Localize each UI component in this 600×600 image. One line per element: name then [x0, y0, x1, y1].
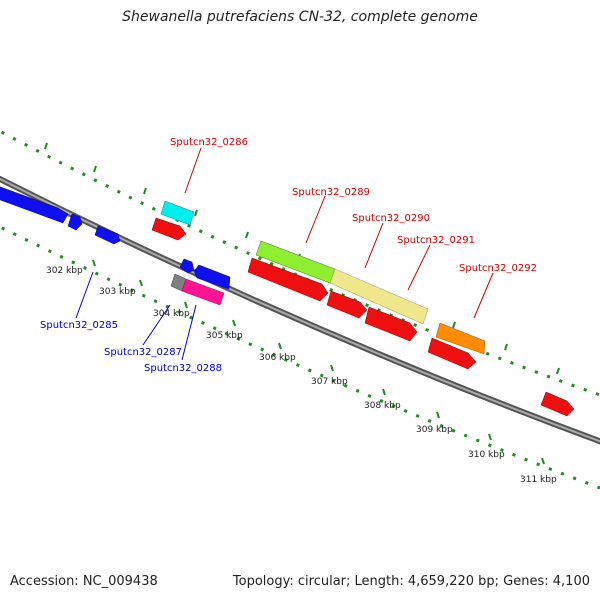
- tick-label-311: 311 kbp: [520, 475, 557, 485]
- tick-label-306: 306 kbp: [259, 353, 296, 363]
- gene-label-0285[interactable]: Sputcn32_0285: [40, 320, 118, 331]
- inner-tick-ring: [0, 225, 600, 490]
- gene-arrow-0293-red[interactable]: [540, 391, 575, 417]
- gene-arrow-0289-red[interactable]: [247, 257, 329, 302]
- leader-line-0288: [181, 304, 197, 361]
- accession-text: Accession: NC_009438: [10, 574, 158, 589]
- leader-line-0287: [142, 304, 171, 346]
- gene-label-0288[interactable]: Sputcn32_0288: [144, 363, 222, 374]
- gene-arrow-0286[interactable]: [160, 200, 195, 226]
- map-title: Shewanella putrefaciens CN-32, complete …: [122, 9, 478, 25]
- leader-line-0286: [184, 147, 202, 194]
- gene-arrow-0287b[interactable]: [193, 264, 231, 290]
- gene-label-0292[interactable]: Sputcn32_0292: [459, 263, 537, 274]
- genome-backbone: [0, 175, 600, 445]
- gene-arrow-0286-red[interactable]: [151, 217, 187, 241]
- gene-arrow-0285b[interactable]: [94, 225, 121, 245]
- leader-line-0292: [473, 272, 494, 319]
- tick-label-310: 310 kbp: [468, 450, 505, 460]
- gene-arrow-0292[interactable]: [435, 322, 486, 355]
- kbp-tick-marks: [92, 259, 545, 465]
- gene-label-0286[interactable]: Sputcn32_0286: [170, 137, 248, 148]
- tick-label-308: 308 kbp: [364, 401, 401, 411]
- leader-line-0290: [364, 222, 384, 269]
- gene-arrow-0287[interactable]: [179, 258, 195, 274]
- tick-label-302: 302 kbp: [46, 266, 83, 276]
- genome-summary-text: Topology: circular; Length: 4,659,220 bp…: [232, 574, 590, 589]
- gene-arrow-0288[interactable]: [181, 278, 225, 306]
- gene-arrow-0285[interactable]: [67, 213, 83, 231]
- tick-label-303: 303 kbp: [99, 287, 136, 297]
- leader-line-0285: [75, 271, 94, 319]
- gene-arrow-0292-red[interactable]: [427, 337, 477, 370]
- gene-label-0289[interactable]: Sputcn32_0289: [292, 187, 370, 198]
- gene-arrow-0290-red[interactable]: [326, 290, 368, 319]
- tick-label-309: 309 kbp: [416, 425, 453, 435]
- gene-label-0291[interactable]: Sputcn32_0291: [397, 235, 475, 246]
- gene-arrow-0284[interactable]: [0, 185, 69, 224]
- gene-label-0287[interactable]: Sputcn32_0287: [104, 347, 182, 358]
- tick-label-305: 305 kbp: [206, 331, 243, 341]
- tick-label-307: 307 kbp: [311, 377, 348, 387]
- gene-arrow-0290[interactable]: [329, 268, 429, 325]
- leader-line-0291: [407, 244, 431, 291]
- gene-label-0290[interactable]: Sputcn32_0290: [352, 213, 430, 224]
- leader-line-0289: [305, 195, 326, 244]
- gene-arrow-0291-red[interactable]: [364, 306, 418, 342]
- tick-label-304: 304 kbp: [153, 309, 190, 319]
